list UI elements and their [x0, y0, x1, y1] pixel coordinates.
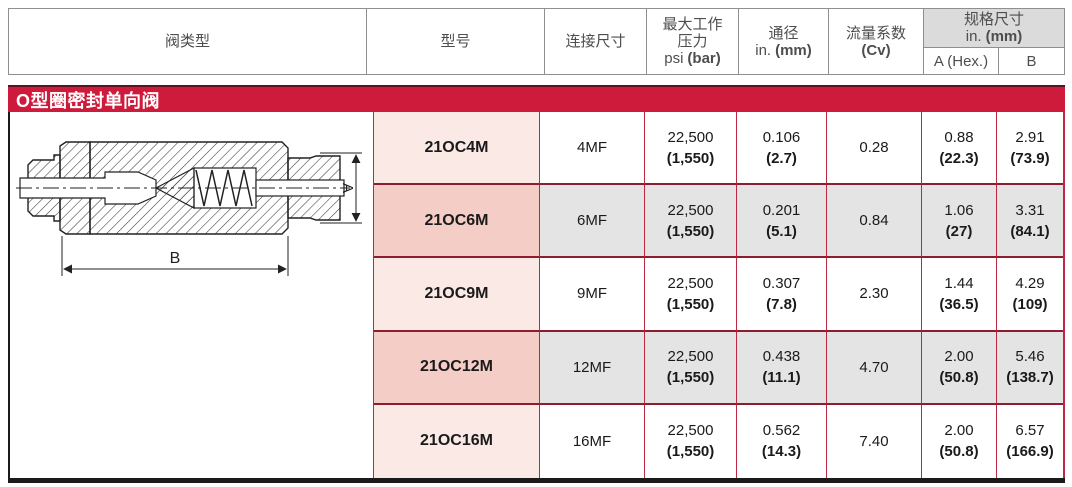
section-banner-title: O型圈密封单向阀 — [16, 90, 161, 111]
bore-cell: 0.307 (7.8) — [737, 258, 827, 332]
header-connection-label: 连接尺寸 — [565, 33, 626, 50]
model-cell: 21OC12M — [374, 331, 540, 405]
dim-b-label: B — [170, 250, 181, 267]
dim-a-cell: 0.88 (22.3) — [922, 112, 997, 186]
spring-coil — [195, 169, 253, 207]
max-pressure-cell: 22,500 (1,550) — [645, 404, 737, 478]
dim-a-cell: 2.00 (50.8) — [922, 404, 997, 478]
dim-a-cell: 1.06 (27) — [922, 185, 997, 259]
spec-table-body: A B 21OC4M 4MF 22,500 (1,550) 0.106 (2.7… — [8, 112, 1065, 478]
cv-cell: 4.70 — [827, 331, 922, 405]
max-pressure-cell: 22,500 (1,550) — [645, 331, 737, 405]
dim-b-cell: 2.91 (73.9) — [997, 112, 1063, 186]
dim-a-label: A — [339, 183, 356, 193]
bore-cell: 0.201 (5.1) — [737, 185, 827, 259]
header-model-label: 型号 — [440, 33, 471, 50]
model-number: 21OC6M — [424, 211, 489, 229]
max-pressure-cell: 22,500 (1,550) — [645, 185, 737, 259]
cv-cell: 0.28 — [827, 112, 922, 186]
model-number: 21OC16M — [420, 432, 493, 450]
model-cell: 21OC16M — [374, 404, 540, 478]
connection-size-cell: 4MF — [540, 112, 645, 186]
dim-b-cell: 4.29 (109) — [997, 258, 1063, 332]
header-model: 型号 — [366, 9, 544, 74]
bore-cell: 0.106 (2.7) — [737, 112, 827, 186]
model-cell: 21OC9M — [374, 258, 540, 332]
bore-cell: 0.562 (14.3) — [737, 404, 827, 478]
header-connection-size: 连接尺寸 — [544, 9, 646, 74]
bore-cell: 0.438 (11.1) — [737, 331, 827, 405]
connection-size-cell: 9MF — [540, 258, 645, 332]
dim-a-cell: 1.44 (36.5) — [922, 258, 997, 332]
header-max-pressure: 最大工作 压力 psi (bar) — [646, 9, 738, 74]
model-number: 21OC4M — [424, 138, 489, 156]
valve-cross-section-drawing: A B — [16, 141, 362, 276]
header-bore: 通径 in. (mm) — [738, 9, 828, 74]
cv-cell: 7.40 — [827, 404, 922, 478]
header-dim-a-hex: A (Hex.) — [923, 48, 998, 74]
max-pressure-cell: 22,500 (1,550) — [645, 258, 737, 332]
cv-cell: 2.30 — [827, 258, 922, 332]
dim-b-cell: 5.46 (138.7) — [997, 331, 1063, 405]
header-valve-type-label: 阀类型 — [164, 33, 210, 50]
model-number: 21OC9M — [424, 284, 489, 302]
header-dim-b: B — [998, 48, 1064, 74]
dim-b-cell: 3.31 (84.1) — [997, 185, 1063, 259]
model-cell: 21OC4M — [374, 112, 540, 186]
inlet-bore — [19, 171, 157, 205]
max-pressure-cell: 22,500 (1,550) — [645, 112, 737, 186]
model-number: 21OC12M — [420, 358, 493, 376]
connection-size-cell: 12MF — [540, 331, 645, 405]
section-banner: O型圈密封单向阀 — [8, 85, 1065, 112]
valve-drawing-cell: A B — [10, 112, 374, 478]
header-valve-type: 阀类型 — [9, 9, 366, 74]
model-cell: 21OC6M — [374, 185, 540, 259]
spec-table-header: 阀类型 型号 连接尺寸 最大工作 压力 psi (bar) 通径 in. (mm… — [8, 8, 1065, 75]
cv-cell: 0.84 — [827, 185, 922, 259]
header-dimensions-group: 规格尺寸 in. (mm) — [923, 9, 1064, 48]
connection-size-cell: 16MF — [540, 404, 645, 478]
connection-size-cell: 6MF — [540, 185, 645, 259]
dim-a-cell: 2.00 (50.8) — [922, 331, 997, 405]
page-bottom-rule — [8, 478, 1065, 483]
dim-b-cell: 6.57 (166.9) — [997, 404, 1063, 478]
header-flow-coefficient: 流量系数 (Cv) — [828, 9, 923, 74]
